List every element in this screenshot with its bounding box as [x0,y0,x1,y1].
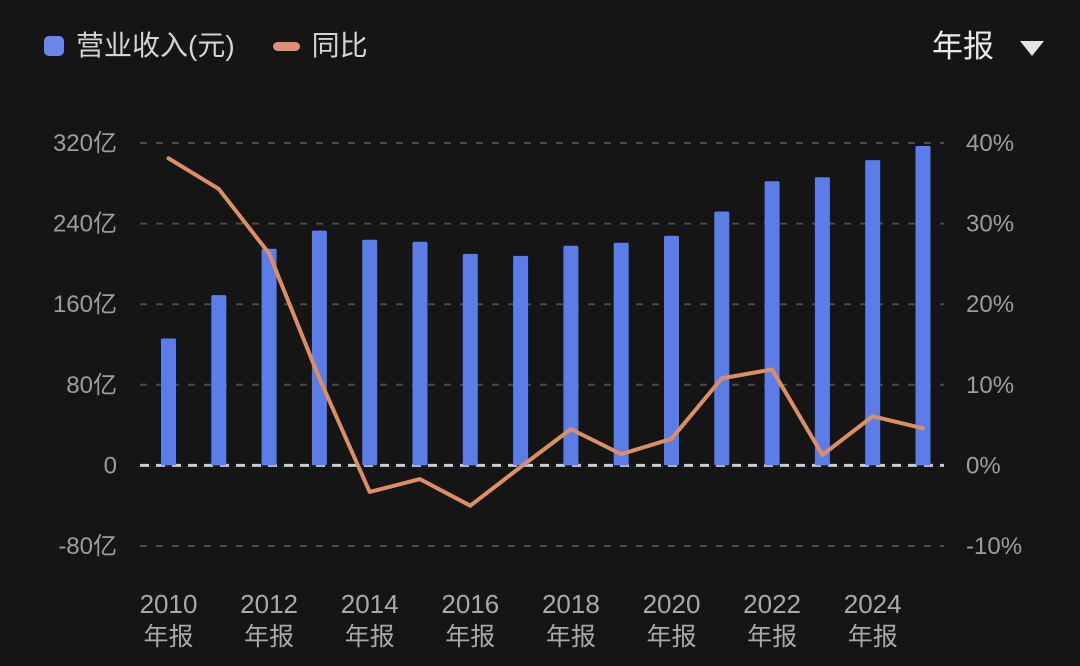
bar-2022[interactable] [764,181,780,466]
left-axis-tick: 160亿 [53,291,117,318]
right-axis-tick: 10% [966,372,1014,399]
x-axis-year-label: 2024 [844,589,902,619]
x-axis-period-label: 年报 [345,623,395,651]
x-axis-year-label: 2016 [441,589,499,619]
bar-2013[interactable] [311,230,327,466]
x-axis-year-label: 2014 [341,589,399,619]
legend-label-revenue: 营业收入(元) [76,30,235,61]
left-axis-tick: 80亿 [66,372,117,399]
bar-2016[interactable] [462,253,478,466]
right-axis-tick: 30% [966,211,1014,238]
period-selector[interactable]: 年报 [932,31,1044,62]
legend-item-revenue[interactable]: 营业收入(元) [44,32,235,60]
bar-2021[interactable] [714,211,730,466]
bar-2024[interactable] [865,160,881,466]
x-axis-year-label: 2018 [542,589,600,619]
left-axis-tick: 320亿 [53,130,117,157]
legend: 营业收入(元) 同比 [44,32,368,60]
left-axis-tick: 0 [104,452,117,479]
right-axis-tick: -10% [966,533,1022,560]
x-axis-year-label: 2020 [643,589,701,619]
period-selector-label: 年报 [932,28,994,64]
chart-header: 营业收入(元) 同比 年报 [44,24,1044,68]
legend-item-yoy[interactable]: 同比 [272,30,368,61]
x-axis-period-label: 年报 [143,623,193,651]
x-axis-year-label: 2010 [140,589,198,619]
revenue-swatch-icon [44,36,64,56]
x-axis-period-label: 年报 [646,623,696,651]
right-axis-tick: 0% [966,452,1001,479]
yoy-swatch-icon [272,41,300,51]
right-axis-tick: 20% [966,291,1014,318]
x-axis-year-label: 2012 [240,589,298,619]
x-axis-year-label: 2022 [743,589,801,619]
bar-2017[interactable] [513,255,529,466]
bar-2011[interactable] [211,295,227,466]
bar-2020[interactable] [664,235,679,466]
bar-2025[interactable] [915,146,931,466]
right-axis-tick: 40% [966,130,1014,157]
yoy-line[interactable] [166,156,925,508]
x-axis-period-label: 年报 [445,623,495,651]
x-axis-period-label: 年报 [747,623,797,651]
chevron-down-icon [1020,40,1044,56]
bar-2010[interactable] [161,338,176,466]
left-axis-tick: 240亿 [53,211,117,238]
bar-2018[interactable] [563,245,579,466]
bar-2012[interactable] [261,248,277,466]
legend-label-yoy: 同比 [311,30,368,61]
bar-2019[interactable] [613,242,629,466]
bar-2015[interactable] [412,241,428,466]
bar-2023[interactable] [814,177,830,466]
x-axis-period-label: 年报 [244,623,294,651]
left-axis-tick: -80亿 [58,533,117,560]
bar-2014[interactable] [362,239,378,466]
x-axis-period-label: 年报 [546,623,596,651]
x-axis-period-label: 年报 [848,623,898,651]
